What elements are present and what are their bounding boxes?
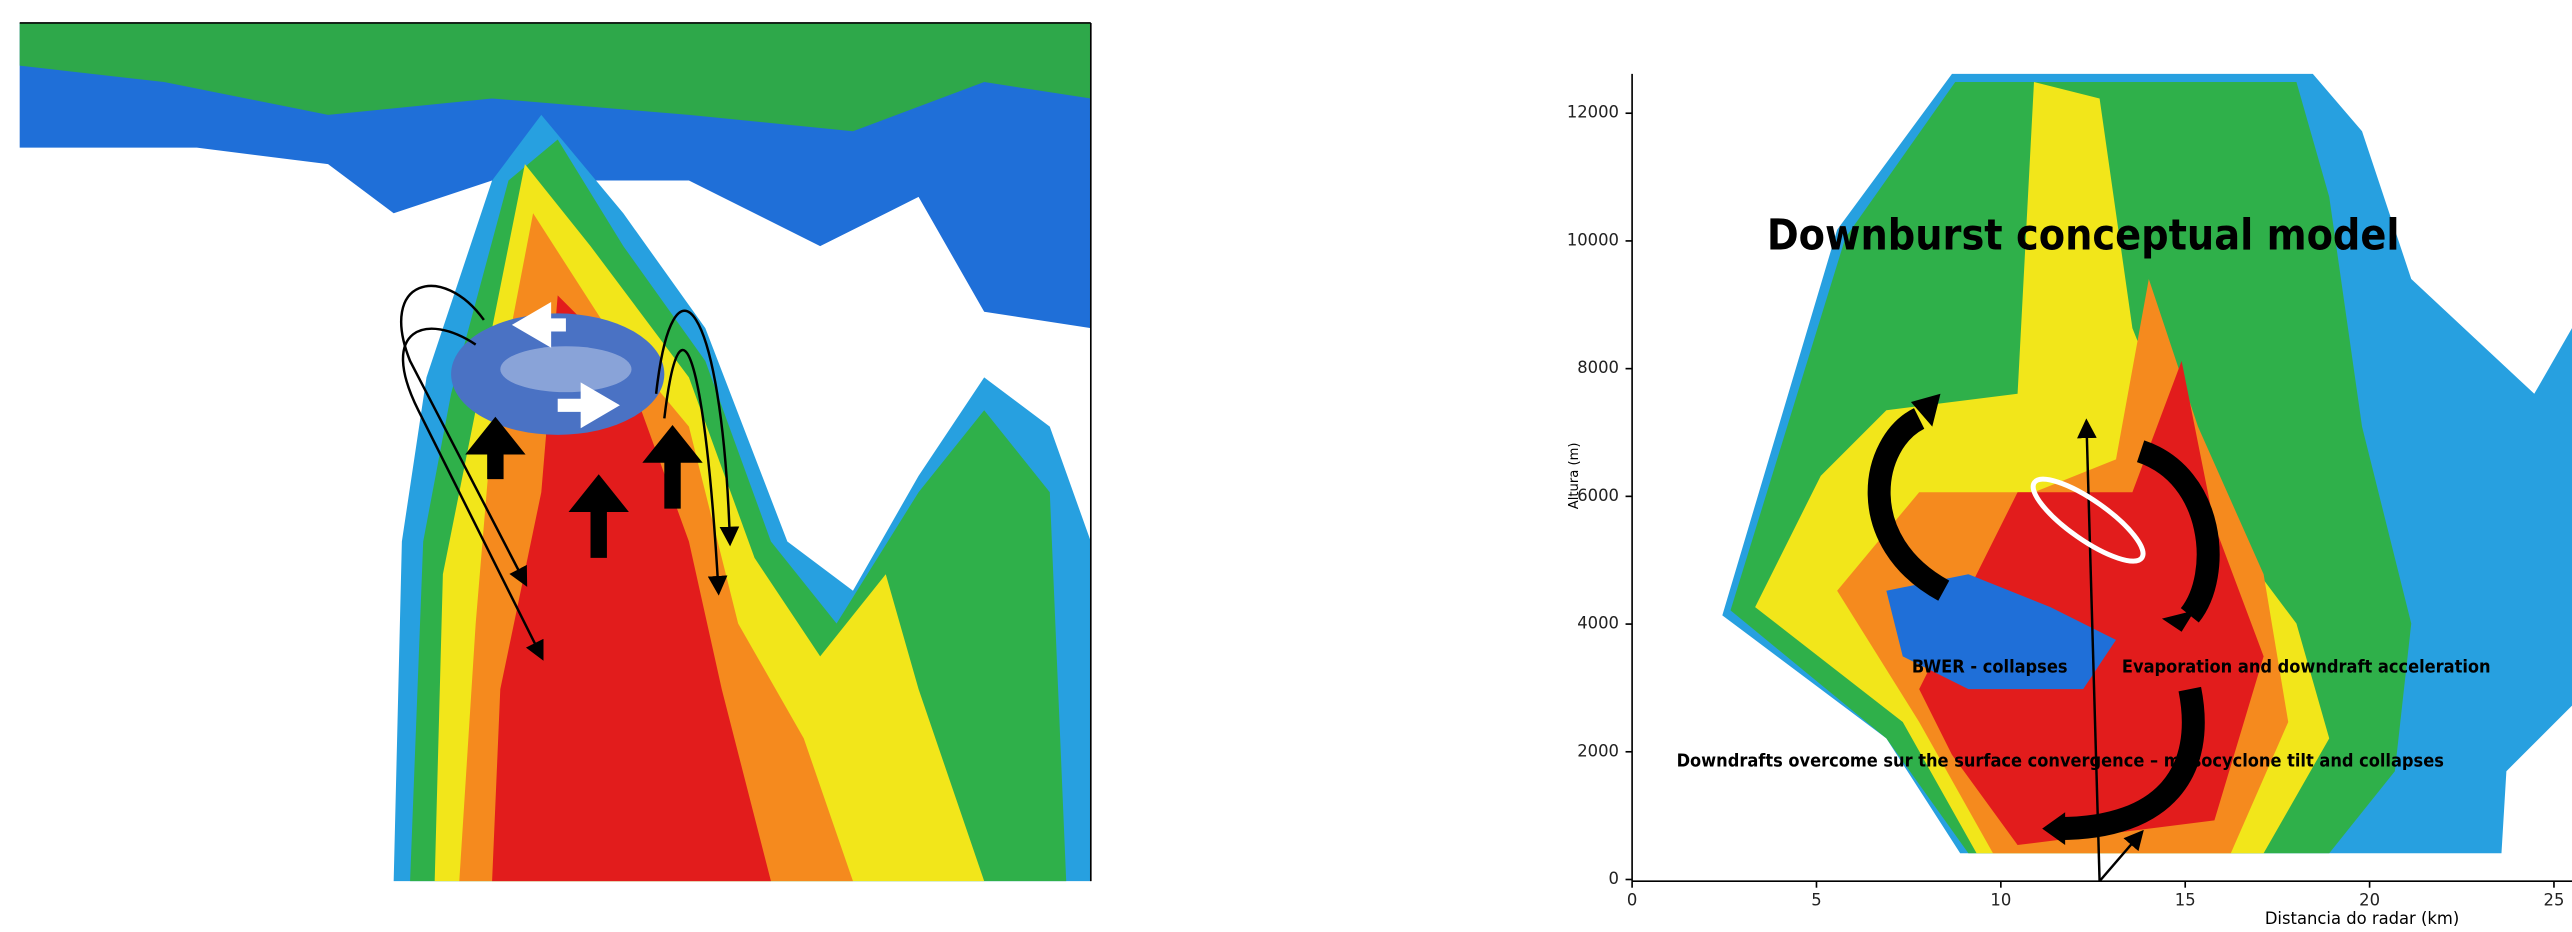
page: Downburst conceptual model BWER - collap… — [0, 0, 2572, 932]
x-tick-label: 0 — [1627, 890, 1637, 909]
annotation: Evaporation and downdraft acceleration — [2122, 657, 2491, 678]
x-tick-label: 15 — [2175, 890, 2196, 909]
figure: Downburst conceptual model BWER - collap… — [0, 0, 2572, 932]
x-tick-label: 5 — [1811, 890, 1821, 909]
left-radar-panel — [20, 23, 1091, 881]
x-tick-label: 20 — [2359, 890, 2380, 909]
annotation-title: Downburst conceptual model — [1767, 210, 2400, 260]
right-radar-panel: Downburst conceptual model BWER - collap… — [1567, 74, 2572, 928]
y-tick-label: 2000 — [1577, 741, 1619, 760]
y-tick-label: 12000 — [1567, 103, 1619, 122]
x-tick-label: 10 — [1990, 890, 2011, 909]
y-tick-label: 8000 — [1577, 358, 1619, 377]
annotation: Downdrafts overcome sur the surface conv… — [1677, 750, 2444, 771]
y-tick-label: 0 — [1609, 869, 1619, 888]
y-tick-label: 4000 — [1577, 614, 1619, 633]
x-tick-label: 25 — [2544, 890, 2565, 909]
x-axis-label: Distancia do radar (km) — [2265, 909, 2459, 928]
y-tick-label: 10000 — [1567, 230, 1619, 249]
annotation: BWER - collapses — [1912, 657, 2068, 678]
y-tick-label: 6000 — [1577, 486, 1619, 505]
